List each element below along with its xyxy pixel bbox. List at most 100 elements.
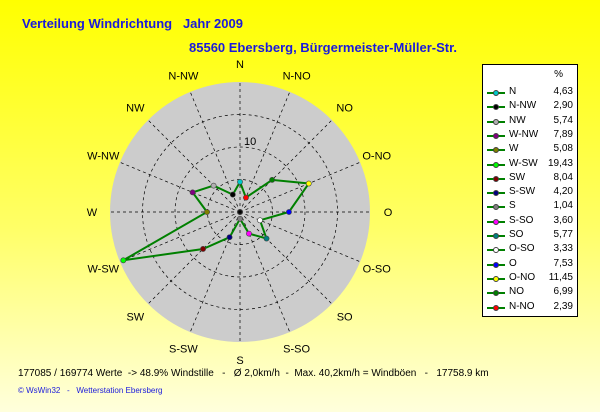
legend-swatch: [487, 233, 505, 239]
legend-swatch: [487, 132, 505, 139]
legend-value: 6,99: [553, 286, 573, 298]
legend-value: 5,74: [553, 114, 573, 126]
legend-item: SW 8,04: [483, 172, 579, 186]
data-point-s-so: [246, 230, 252, 237]
legend-marker: [493, 218, 499, 225]
legend-label: N: [509, 86, 517, 97]
legend-item: S 1,04: [483, 200, 579, 214]
legend-swatch: [487, 275, 505, 282]
radar-spoke: [147, 119, 241, 213]
legend-item: SO 5,77: [483, 229, 579, 243]
direction-label-nw: NW: [126, 102, 145, 114]
legend-value: 3,60: [553, 214, 573, 226]
legend-label: SW: [509, 171, 526, 183]
legend-marker: [493, 132, 499, 139]
radar-spokes: [110, 82, 370, 342]
data-point-nw: [210, 182, 217, 189]
legend-swatch: [487, 90, 505, 96]
data-point-w: [204, 209, 210, 215]
radar-spoke: [239, 211, 361, 263]
chart-subtitle: 85560 Ebersberg, Bürgermeister-Müller-St…: [189, 40, 458, 55]
legend-label: N-NO: [509, 300, 535, 312]
stats-line: 177085 / 169774 Werte -> 48.9% Windstill…: [18, 368, 489, 379]
legend-label: W: [509, 143, 519, 155]
radar-spoke: [239, 211, 333, 305]
legend-label: NW: [509, 114, 526, 126]
direction-labels: N N-NO NO O-NO O O-SO SO S-SO S S-SW SW W-SW W W-NW NW…: [87, 59, 393, 367]
legend-label: S-SO: [509, 214, 534, 226]
legend-marker: [493, 104, 499, 111]
direction-label-s: S: [236, 355, 243, 367]
legend-label: NO: [509, 286, 524, 298]
direction-label-so: SO: [337, 312, 353, 324]
data-point-w-sw: [120, 257, 127, 264]
radar-spoke: [119, 211, 241, 263]
legend-label: O-NO: [509, 271, 536, 283]
legend-item: S-SO 3,60: [483, 215, 579, 229]
direction-label-w: W: [87, 207, 98, 219]
radar-spoke: [147, 211, 241, 305]
data-point-so: [263, 235, 270, 242]
legend-marker: [493, 290, 499, 297]
legend: % N 4,63 N-NW 2,90 NW 5,74 W-NW 7,89 W 5,08 W-SW 19…: [482, 64, 578, 317]
legend-label: N-NW: [509, 100, 537, 112]
series-markers: [120, 176, 312, 264]
direction-label-s-sw: S-SW: [169, 344, 198, 356]
radar-spoke: [239, 119, 333, 213]
direction-label-n-no: N-NO: [283, 70, 312, 82]
radar-ring: [174, 146, 306, 278]
radar-spoke: [239, 161, 361, 213]
legend-marker: [493, 247, 499, 254]
legend-value: 7,53: [553, 257, 573, 269]
legend-value: 5,77: [553, 229, 573, 240]
legend-item: N-NO 2,39: [483, 301, 579, 315]
legend-label: S: [509, 200, 516, 212]
legend-label: O: [509, 257, 517, 269]
radial-tick-label: 10: [244, 136, 256, 148]
direction-label-no: NO: [336, 102, 353, 114]
data-point-o-so: [257, 217, 263, 224]
legend-value: 1,04: [553, 200, 573, 212]
footer-credit: © WsWin32 - Wetterstation Ebersberg: [18, 386, 163, 395]
legend-swatch: [487, 204, 505, 211]
data-point-o-no: [305, 180, 312, 187]
legend-marker: [493, 204, 499, 211]
legend-marker: [493, 90, 499, 96]
legend-item: W-SW 19,43: [483, 158, 579, 172]
legend-item: O-NO 11,45: [483, 272, 579, 286]
legend-swatch: [487, 104, 505, 111]
data-point-s-sw: [226, 234, 233, 241]
radar-spoke: [189, 91, 241, 213]
legend-value: 19,43: [547, 157, 573, 169]
legend-value: 5,08: [553, 143, 573, 155]
legend-swatch: [487, 161, 505, 168]
legend-marker: [493, 233, 499, 239]
legend-swatch: [487, 118, 505, 125]
legend-value: 4,20: [553, 186, 573, 198]
legend-value: 2,90: [553, 100, 573, 112]
legend-item: O-SO 3,33: [483, 243, 579, 257]
direction-label-o: O: [384, 207, 393, 219]
chart-title: Verteilung Windrichtung Jahr 2009: [22, 16, 243, 31]
legend-value: 3,33: [553, 243, 573, 255]
legend-marker: [493, 175, 499, 182]
direction-label-o-no: O-NO: [362, 150, 391, 162]
direction-label-s-so: S-SO: [283, 344, 310, 356]
data-point-s: [237, 215, 243, 222]
legend-swatch: [487, 304, 505, 311]
data-point-o: [286, 209, 292, 215]
data-point-n: [237, 179, 243, 185]
legend-label: O-SO: [509, 243, 535, 255]
legend-marker: [493, 118, 499, 125]
legend-item: NW 5,74: [483, 115, 579, 129]
legend-item: S-SW 4,20: [483, 186, 579, 200]
data-point-sw: [200, 246, 206, 252]
legend-marker: [493, 190, 499, 197]
data-point-n-no: [243, 194, 249, 201]
legend-marker: [493, 261, 499, 268]
direction-label-w-sw: W-SW: [87, 264, 119, 276]
legend-value: 8,04: [553, 171, 573, 183]
legend-label: S-SW: [509, 186, 536, 198]
legend-value: 2,39: [553, 300, 573, 312]
direction-label-n: N: [236, 59, 244, 71]
